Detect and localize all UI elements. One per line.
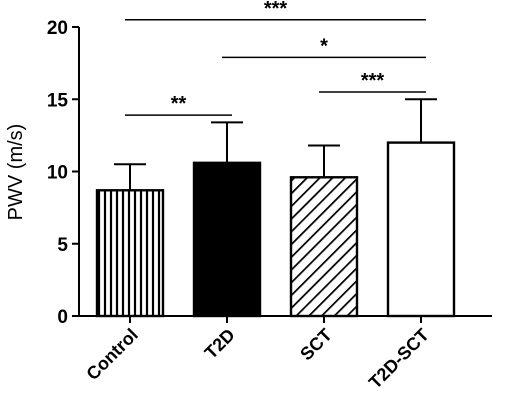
category-label-t2d: T2D [201,325,239,363]
bar-sct [289,176,359,318]
y-tick-label: 0 [57,307,68,328]
y-tick-label: 15 [47,90,69,111]
y-axis: 0 5 10 15 20 [47,18,80,328]
significance-label: * [320,35,328,57]
significance-brackets: ********* [125,0,426,116]
bar-t2d [192,161,262,318]
significance-label: *** [264,0,288,20]
category-label-control: Control [82,325,141,384]
category-labels: Control T2D SCT T2D-SCT [82,325,432,393]
y-axis-title: PWV (m/s) [5,124,27,221]
category-label-sct: SCT [296,325,336,365]
significance-label: ** [171,93,187,115]
bar-t2d-sct [386,141,456,318]
significance-label: *** [361,70,385,92]
category-label-t2d-sct: T2D-SCT [365,325,433,393]
bar-control [95,189,165,318]
error-bars [114,98,437,191]
y-tick-label: 20 [47,18,68,39]
y-tick-label: 5 [57,235,68,256]
y-tick-label: 10 [47,163,68,184]
bars [95,141,456,318]
